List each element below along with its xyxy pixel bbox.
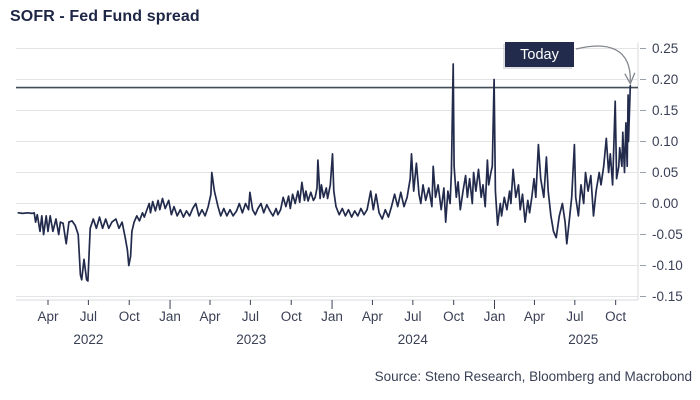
today-annotation-label: Today: [520, 46, 559, 63]
y-axis-label: -0.15: [652, 289, 683, 304]
year-label: 2025: [568, 332, 598, 347]
source-text: Source: Steno Research, Bloomberg and Ma…: [374, 369, 692, 384]
y-axis-label: -0.05: [652, 227, 683, 242]
year-label: 2024: [398, 332, 429, 347]
x-axis-label: Oct: [281, 309, 302, 324]
x-axis-label: Jul: [80, 309, 97, 324]
year-label: 2022: [73, 332, 103, 347]
x-axis-label: Oct: [443, 309, 464, 324]
series-line: [17, 63, 632, 282]
y-axis-label: 0.05: [652, 165, 678, 180]
y-axis-label: 0.25: [652, 41, 678, 56]
x-axis-label: Jul: [404, 309, 421, 324]
y-axis-label: -0.10: [652, 258, 683, 273]
x-axis-label: Jan: [321, 309, 343, 324]
y-axis-label: 0.00: [652, 196, 678, 211]
x-axis-label: Jan: [159, 309, 181, 324]
x-axis-label: Jul: [566, 309, 583, 324]
today-arrow-head: [624, 72, 636, 86]
x-axis-label: Apr: [362, 309, 384, 324]
x-axis-label: Oct: [605, 309, 626, 324]
y-axis-label: 0.10: [652, 134, 678, 149]
x-axis-label: Jul: [242, 309, 259, 324]
today-arrow: [575, 45, 631, 82]
x-axis-label: Jan: [484, 309, 506, 324]
y-axis-label: 0.15: [652, 103, 678, 118]
y-axis-label: 0.20: [652, 72, 678, 87]
year-label: 2023: [236, 332, 266, 347]
x-axis-label: Apr: [524, 309, 546, 324]
x-axis-label: Oct: [119, 309, 140, 324]
chart-title: SOFR - Fed Fund spread: [10, 8, 200, 25]
x-axis-label: Apr: [199, 309, 221, 324]
today-annotation: Today: [505, 42, 574, 67]
x-axis-label: Apr: [37, 309, 59, 324]
